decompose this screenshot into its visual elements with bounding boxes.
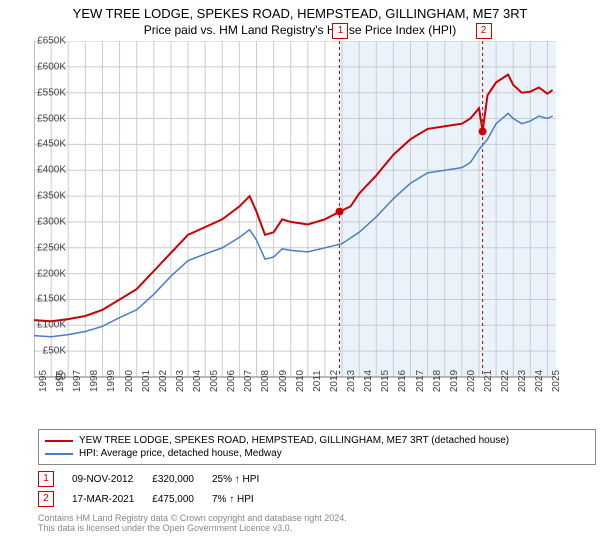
x-axis-label: 2003 <box>175 370 186 392</box>
y-axis-label: £650K <box>37 36 66 47</box>
x-axis-label: 2022 <box>500 370 511 392</box>
chart-marker-badge: 2 <box>476 23 492 39</box>
x-axis-label: 2021 <box>483 370 494 392</box>
legend-label-2: HPI: Average price, detached house, Medw… <box>79 448 282 459</box>
x-axis-label: 2024 <box>534 370 545 392</box>
x-axis-label: 2000 <box>124 370 135 392</box>
x-axis-label: 2007 <box>243 370 254 392</box>
sale-price: £475,000 <box>152 489 212 509</box>
x-axis-label: 2025 <box>551 370 562 392</box>
chart-marker-badge: 1 <box>332 23 348 39</box>
x-axis-label: 2010 <box>295 370 306 392</box>
x-axis-label: 2020 <box>466 370 477 392</box>
footer: Contains HM Land Registry data © Crown c… <box>38 513 596 533</box>
legend-swatch-1 <box>45 440 73 442</box>
y-axis-label: £350K <box>37 191 66 202</box>
y-axis-label: £50K <box>43 346 66 357</box>
y-axis-label: £150K <box>37 294 66 305</box>
x-axis-label: 2001 <box>141 370 152 392</box>
sale-hpi: 25% ↑ HPI <box>212 469 277 489</box>
x-axis-label: 2005 <box>209 370 220 392</box>
legend: YEW TREE LODGE, SPEKES ROAD, HEMPSTEAD, … <box>38 429 596 465</box>
y-axis-label: £400K <box>37 165 66 176</box>
y-axis-label: £550K <box>37 87 66 98</box>
chart-svg <box>34 41 596 421</box>
footer-line-2: This data is licensed under the Open Gov… <box>38 523 596 533</box>
x-axis-label: 2008 <box>260 370 271 392</box>
x-axis-label: 2023 <box>517 370 528 392</box>
y-axis-label: £200K <box>37 268 66 279</box>
footer-line-1: Contains HM Land Registry data © Crown c… <box>38 513 596 523</box>
x-axis-label: 2019 <box>449 370 460 392</box>
y-axis-label: £300K <box>37 216 66 227</box>
x-axis-label: 2018 <box>432 370 443 392</box>
x-axis-label: 2002 <box>158 370 169 392</box>
x-axis-label: 2014 <box>363 370 374 392</box>
y-axis-label: £450K <box>37 139 66 150</box>
sales-table: 1 09-NOV-2012 £320,000 25% ↑ HPI 2 17-MA… <box>38 469 596 509</box>
sale-marker-icon: 1 <box>38 471 54 487</box>
y-axis-label: £100K <box>37 320 66 331</box>
y-axis-label: £600K <box>37 61 66 72</box>
x-axis-label: 1999 <box>106 370 117 392</box>
sale-row: 2 17-MAR-2021 £475,000 7% ↑ HPI <box>38 489 277 509</box>
sale-date: 17-MAR-2021 <box>72 489 152 509</box>
sale-row: 1 09-NOV-2012 £320,000 25% ↑ HPI <box>38 469 277 489</box>
x-axis-label: 2016 <box>397 370 408 392</box>
x-axis-label: 1996 <box>55 370 66 392</box>
x-axis-label: 1998 <box>89 370 100 392</box>
sale-date: 09-NOV-2012 <box>72 469 152 489</box>
sale-marker-icon: 2 <box>38 491 54 507</box>
x-axis-label: 2006 <box>226 370 237 392</box>
sale-hpi: 7% ↑ HPI <box>212 489 277 509</box>
price-chart: £0£50K£100K£150K£200K£250K£300K£350K£400… <box>34 41 596 423</box>
legend-swatch-2 <box>45 453 73 455</box>
x-axis-label: 1995 <box>38 370 49 392</box>
x-axis-label: 1997 <box>72 370 83 392</box>
x-axis-label: 2012 <box>329 370 340 392</box>
x-axis-label: 2011 <box>312 370 323 392</box>
x-axis-label: 2015 <box>380 370 391 392</box>
x-axis-label: 2009 <box>278 370 289 392</box>
y-axis-label: £250K <box>37 242 66 253</box>
page-subtitle: Price paid vs. HM Land Registry's House … <box>0 23 600 37</box>
y-axis-label: £500K <box>37 113 66 124</box>
x-axis-label: 2013 <box>346 370 357 392</box>
x-axis-label: 2017 <box>415 370 426 392</box>
x-axis-label: 2004 <box>192 370 203 392</box>
page-title: YEW TREE LODGE, SPEKES ROAD, HEMPSTEAD, … <box>0 6 600 21</box>
legend-label-1: YEW TREE LODGE, SPEKES ROAD, HEMPSTEAD, … <box>79 435 509 446</box>
sale-price: £320,000 <box>152 469 212 489</box>
